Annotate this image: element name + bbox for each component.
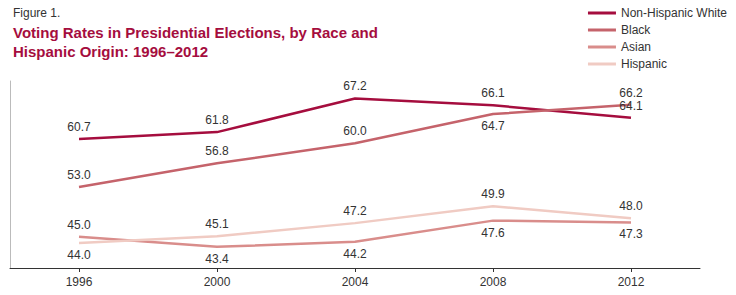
svg-text:47.2: 47.2 (343, 204, 367, 218)
svg-text:47.3: 47.3 (619, 227, 643, 241)
svg-text:49.9: 49.9 (481, 187, 505, 201)
svg-text:60.7: 60.7 (67, 120, 91, 134)
svg-text:67.2: 67.2 (343, 79, 367, 93)
svg-text:Hispanic: Hispanic (621, 57, 667, 71)
svg-text:53.0: 53.0 (67, 168, 91, 182)
svg-text:Figure 1.: Figure 1. (13, 6, 60, 20)
svg-text:2008: 2008 (480, 275, 507, 289)
svg-text:45.1: 45.1 (205, 217, 229, 231)
svg-text:2000: 2000 (204, 275, 231, 289)
svg-text:64.1: 64.1 (619, 99, 643, 113)
svg-text:61.8: 61.8 (205, 113, 229, 127)
svg-text:2004: 2004 (342, 275, 369, 289)
svg-text:Asian: Asian (621, 40, 651, 54)
svg-text:43.4: 43.4 (205, 252, 229, 266)
svg-text:66.1: 66.1 (481, 86, 505, 100)
svg-text:1996: 1996 (66, 275, 93, 289)
svg-text:60.0: 60.0 (343, 124, 367, 138)
svg-text:44.0: 44.0 (67, 248, 91, 262)
svg-text:64.7: 64.7 (481, 119, 505, 133)
svg-text:47.6: 47.6 (481, 226, 505, 240)
svg-text:Hispanic Origin: 1996–2012: Hispanic Origin: 1996–2012 (13, 43, 208, 60)
svg-text:Black: Black (621, 23, 651, 37)
svg-text:Non-Hispanic White: Non-Hispanic White (621, 6, 727, 20)
svg-text:2012: 2012 (618, 275, 645, 289)
svg-text:66.2: 66.2 (619, 86, 643, 100)
svg-text:56.8: 56.8 (205, 144, 229, 158)
svg-text:48.0: 48.0 (619, 199, 643, 213)
svg-text:45.0: 45.0 (67, 218, 91, 232)
svg-text:44.2: 44.2 (343, 247, 367, 261)
svg-text:Voting Rates in Presidential E: Voting Rates in Presidential Elections, … (13, 24, 382, 41)
